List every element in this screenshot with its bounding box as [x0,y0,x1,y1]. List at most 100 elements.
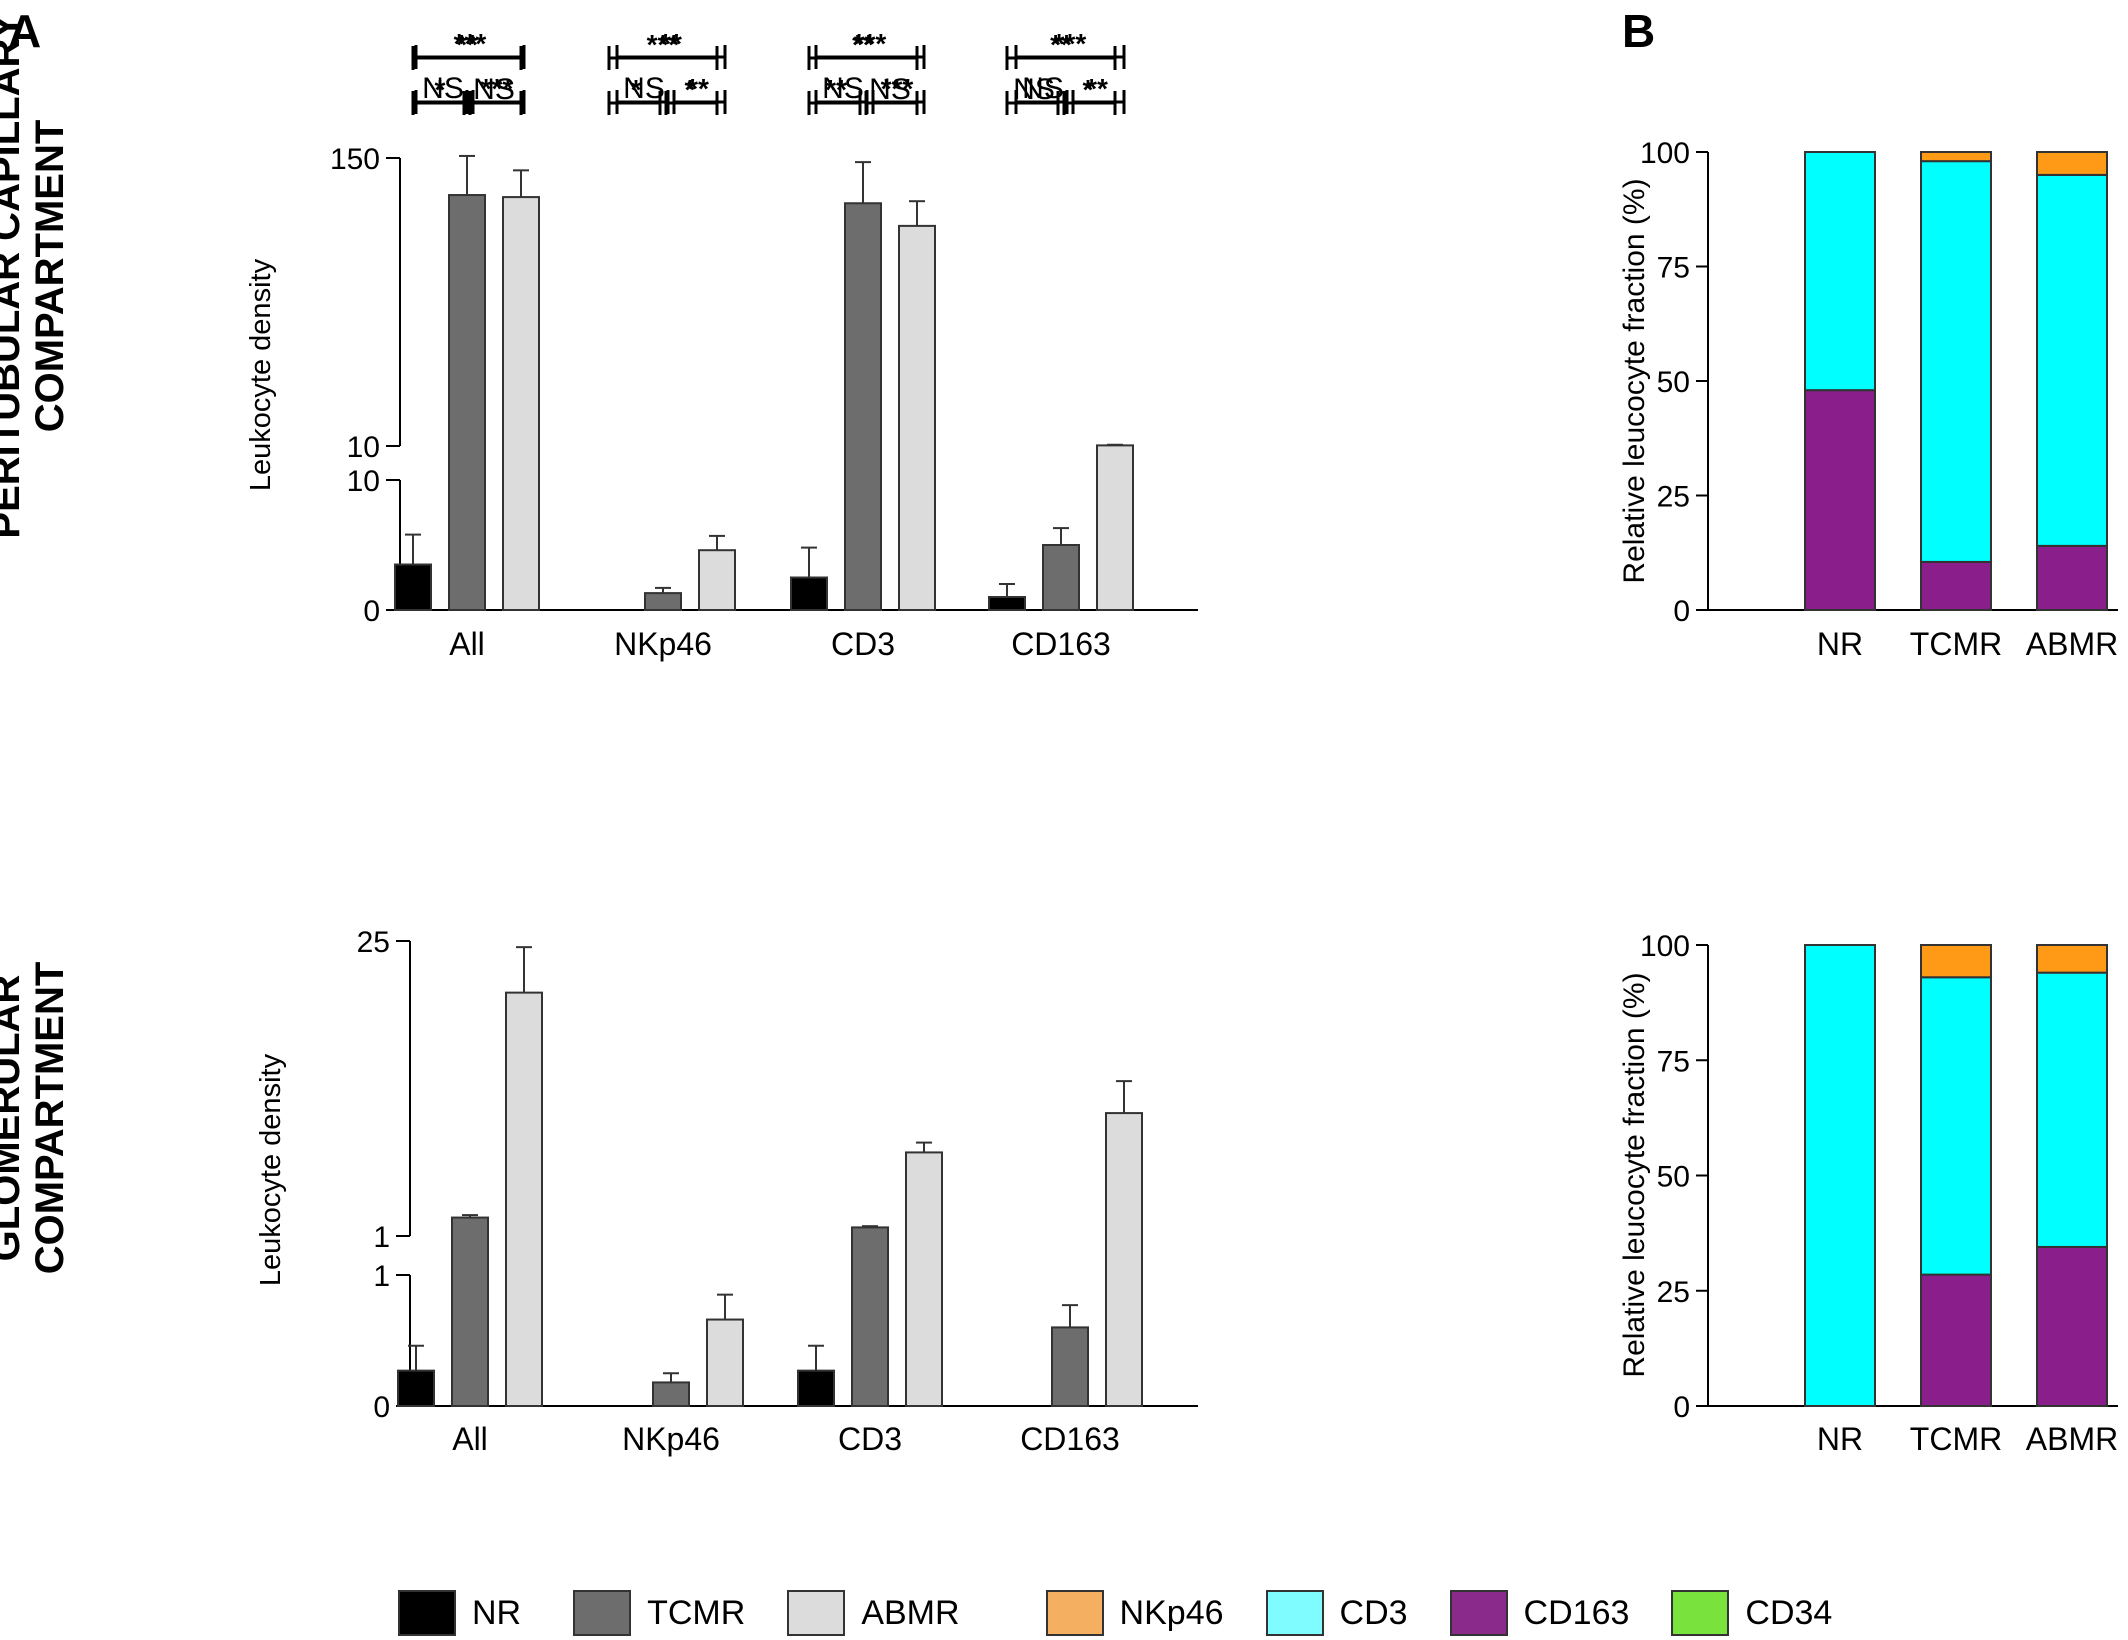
a1-sig-bracket-top-cd163 [1014,45,1126,69]
legend-item-tcmr: TCMR [573,1590,745,1636]
b0-y-axis-label: Relative leucocyte fraction (%) [1618,178,1651,583]
a0-sig-label-right-cd163: * [1083,74,1094,105]
a0-bar-nkp46-tcmr [644,592,682,611]
b0-y-tick-label-100: 100 [1640,137,1690,170]
b0-category-label-nr: NR [1817,626,1863,662]
legend-swatch-abmr [787,1590,846,1636]
a1-sig-bracket-pair-nkp46 [615,90,727,114]
a1-sig-bracket-pair-cd163 [1014,90,1126,114]
a0-bar-cd163-nr [988,596,1026,611]
a0-y-tick-label-2: 10 [347,431,380,464]
a1-sig-label-top-cd163: *** [1054,28,1087,59]
a1-sig-label-left-nkp46: NS [623,72,665,105]
b0-y-tick-label-75: 75 [1657,252,1690,285]
b0-stack-abmr-cd163 [2036,544,2108,612]
b1-stack-abmr-nkp46 [2036,944,2108,974]
a1-category-label-all: All [452,1421,488,1457]
legend-item-nkp46: NKp46 [1045,1590,1224,1636]
a1-bar-nkp46-abmr [706,1318,744,1408]
a1-sig-label-right-nkp46: ** [687,73,709,104]
b1-stack-abmr-cd163 [2036,1245,2108,1407]
b1-y-tick-label-0: 0 [1673,1391,1690,1424]
a0-category-label-cd3: CD3 [831,626,895,662]
a1-bar-all-abmr [505,991,543,1407]
legend-swatch-nkp46 [1045,1590,1104,1636]
a1-sig-bracket-pair-cd3 [814,90,926,114]
a1-sig-label-left-cd3: NS [822,72,864,105]
a0-sig-label-left-cd3: ** [825,74,847,105]
a0-sig-label-right-nkp46: * [685,74,696,105]
b0-y-tick-label-25: 25 [1657,481,1690,514]
a0-bar-cd163-abmr [1096,444,1134,611]
a0-bar-cd3-abmr [898,224,936,611]
a1-y-tick-label-1: 1 [373,1260,390,1293]
a0-bar-cd3-tcmr [844,202,882,611]
panel-b-label: B [1622,5,1656,57]
a1-sig-label-right-all: *** [481,73,514,104]
a1-bar-cd3-tcmr [851,1226,889,1408]
b0-category-label-tcmr: TCMR [1910,626,2002,662]
legend-label-cd3: CD3 [1339,1593,1408,1632]
a0-sig-label-top-cd163: ** [1050,29,1072,60]
b1-category-label-nr: NR [1817,1421,1863,1457]
a1-sig-bracket-pair-all [414,90,526,114]
b0-stack-abmr-cd3 [2036,173,2108,547]
legend-label-abmr: ABMR [861,1593,960,1632]
a1-category-label-nkp46: NKp46 [622,1421,720,1457]
b1-category-label-tcmr: TCMR [1910,1421,2002,1457]
a1-y-tick-label-0: 0 [373,1391,390,1424]
legend-item-cd34: CD34 [1671,1590,1832,1636]
b1-stack-abmr-cd3 [2036,971,2108,1248]
b1-category-label-abmr: ABMR [2026,1421,2118,1457]
a1-category-label-cd3: CD3 [838,1421,902,1457]
legend-swatch-nr [398,1590,456,1636]
a1-y-tick-label-2: 1 [373,1221,390,1254]
b1-stack-nr-cd3 [1804,944,1876,1407]
a1-bar-cd163-tcmr [1051,1326,1089,1408]
b1-y-tick-label-50: 50 [1657,1161,1690,1194]
b1-y-tick-label-100: 100 [1640,930,1690,963]
b0-stack-tcmr-cd3 [1920,160,1992,563]
a1-sig-label-right-cd163: ** [1086,73,1108,104]
a1-sig-label-right-cd3: *** [881,73,914,104]
legend-swatch-cd34 [1671,1590,1730,1636]
legend-item-abmr: ABMR [787,1590,960,1636]
a0-bar-all-nr [394,563,432,611]
b0-stack-nr-cd163 [1804,389,1876,611]
a0-category-label-cd163: CD163 [1011,626,1111,662]
a0-bar-all-abmr [502,196,540,611]
legend-swatch-cd3 [1265,1590,1324,1636]
a1-sig-label-left-cd163: NS [1022,72,1064,105]
legend-swatch-cd163 [1449,1590,1508,1636]
b0-stack-tcmr-cd163 [1920,560,1992,611]
a1-bar-all-nr [397,1369,435,1408]
a0-y-axis-label: Leukocyte density [245,258,277,491]
legend-label-tcmr: TCMR [647,1593,746,1632]
b0-y-tick-label-0: 0 [1673,595,1690,628]
b0-stack-abmr-nkp46 [2036,151,2108,176]
a0-bar-cd3-nr [790,576,828,611]
a0-sig-label-top-nkp46: *** [647,29,680,60]
legend-swatch-tcmr [573,1590,632,1636]
a1-bar-all-tcmr [451,1216,489,1407]
b1-y-axis-label: Relative leucocyte fraction (%) [1618,972,1651,1377]
a0-y-tick-label-0: 0 [363,595,380,628]
b0-y-tick-label-50: 50 [1657,366,1690,399]
legend-item-cd163: CD163 [1449,1590,1629,1636]
a1-category-label-cd163: CD163 [1020,1421,1120,1457]
legend-label-cd34: CD34 [1745,1593,1833,1632]
a1-sig-bracket-top-nkp46 [615,45,727,69]
a0-sig-label-left-all: * [435,74,446,105]
a0-sig-label-left-nkp46: * [631,74,642,105]
a0-y-tick-label-1: 10 [347,465,380,498]
legend-label-nr: NR [472,1593,522,1632]
legend-label-nkp46: NKp46 [1119,1593,1224,1632]
a0-bar-cd163-tcmr [1042,544,1080,611]
a1-sig-label-top-nkp46: ** [660,28,682,59]
b1-y-tick-label-25: 25 [1657,1276,1690,1309]
a1-bar-cd3-nr [797,1369,835,1408]
a0-y-tick-label-3: 150 [330,143,380,176]
b1-stack-tcmr-cd163 [1920,1273,1992,1407]
b1-stack-tcmr-nkp46 [1920,944,1992,979]
legend-item-cd3: CD3 [1265,1590,1408,1636]
